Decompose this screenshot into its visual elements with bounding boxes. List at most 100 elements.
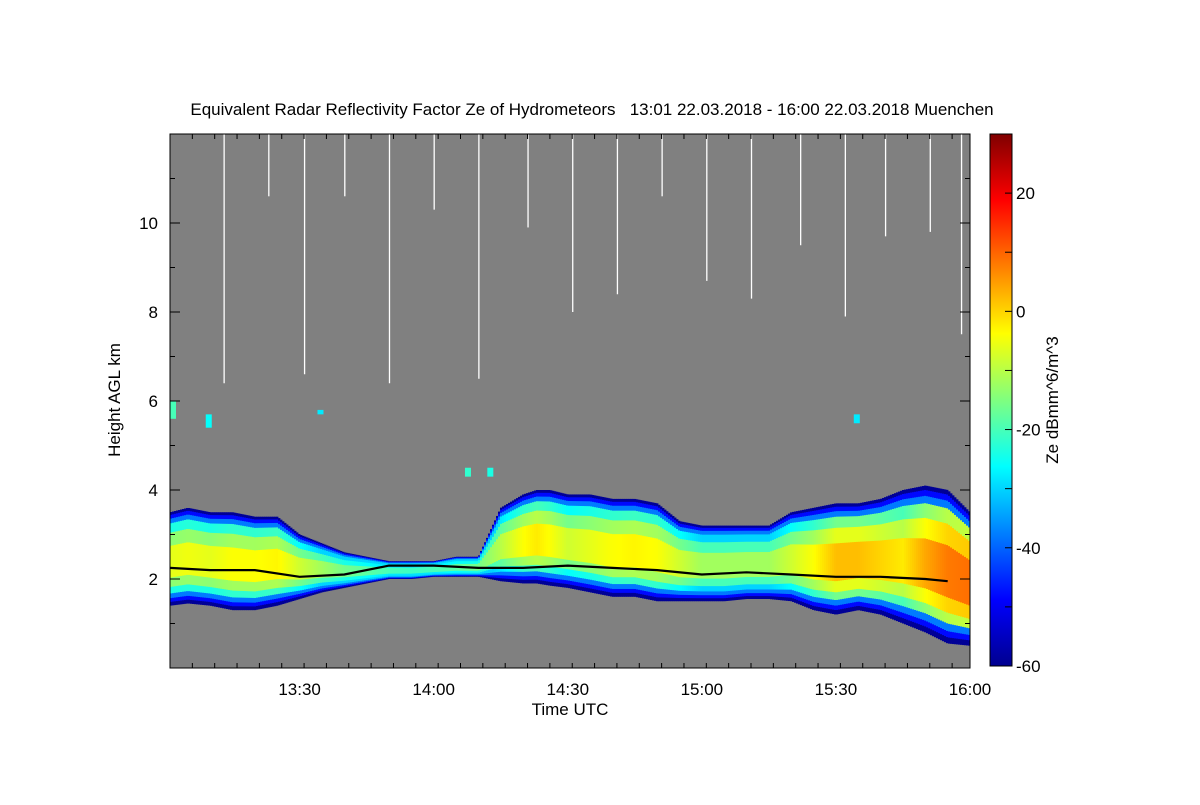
reflectivity-cell <box>406 567 409 574</box>
reflectivity-cell <box>748 552 751 577</box>
reflectivity-cell <box>706 552 709 579</box>
reflectivity-cell <box>964 556 967 604</box>
reflectivity-cell <box>290 554 293 580</box>
reflectivity-cell <box>966 558 969 605</box>
reflectivity-cell <box>428 566 431 573</box>
reflectivity-cell <box>580 529 583 562</box>
reflectivity-cell <box>202 544 205 577</box>
reflectivity-cell <box>392 567 395 574</box>
reflectivity-cell <box>402 567 405 574</box>
reflectivity-cell <box>196 543 199 576</box>
reflectivity-cell <box>308 559 311 579</box>
reflectivity-cell <box>592 530 595 564</box>
reflectivity-cell <box>618 534 621 568</box>
reflectivity-cell <box>858 541 861 579</box>
reflectivity-cell <box>506 532 509 559</box>
reflectivity-cell <box>296 556 299 580</box>
reflectivity-cell <box>480 560 483 570</box>
reflectivity-cell <box>810 544 813 579</box>
reflectivity-cell <box>234 547 237 581</box>
reflectivity-cell <box>400 567 403 574</box>
reflectivity-cell <box>496 539 499 562</box>
reflectivity-cell <box>938 542 941 594</box>
reflectivity-cell <box>944 544 947 597</box>
reflectivity-cell <box>746 552 749 577</box>
reflectivity-cell <box>502 533 505 559</box>
reflectivity-cell <box>824 544 827 581</box>
reflectivity-cell <box>372 566 375 575</box>
reflectivity-cell <box>624 534 627 568</box>
reflectivity-cell <box>226 547 229 581</box>
colorbar-tick-label: 20 <box>1016 184 1035 203</box>
reflectivity-cell <box>666 543 669 575</box>
reflectivity-cell <box>868 541 871 579</box>
reflectivity-cell <box>726 552 729 579</box>
reflectivity-cell <box>652 537 655 572</box>
reflectivity-cell <box>654 538 657 572</box>
reflectivity-cell <box>228 547 231 581</box>
reflectivity-cell <box>416 567 419 574</box>
x-tick-label: 14:00 <box>412 680 455 699</box>
reflectivity-cell <box>194 543 197 576</box>
reflectivity-cell <box>814 544 817 580</box>
reflectivity-cell <box>548 524 551 557</box>
reflectivity-cell <box>616 534 619 568</box>
reflectivity-cell <box>688 551 691 578</box>
reflectivity-cell <box>200 544 203 577</box>
reflectivity-cell <box>626 534 629 568</box>
reflectivity-cell <box>212 546 215 579</box>
reflectivity-cell <box>754 552 757 577</box>
reflectivity-cell <box>562 527 565 560</box>
reflectivity-cell <box>436 566 439 572</box>
reflectivity-cell <box>890 539 893 582</box>
reflectivity-cell <box>936 542 939 594</box>
reflectivity-cell <box>794 544 797 576</box>
reflectivity-cell <box>932 540 935 592</box>
reflectivity-cell <box>302 558 305 580</box>
reflectivity-cell <box>872 540 875 580</box>
reflectivity-cell <box>318 560 321 578</box>
reflectivity-cell <box>512 529 515 558</box>
reflectivity-cell <box>742 552 745 578</box>
reflectivity-cell <box>682 550 685 578</box>
reflectivity-cell <box>558 526 561 559</box>
reflectivity-cell <box>414 567 417 574</box>
reflectivity-cell <box>568 528 571 561</box>
reflectivity-cell <box>320 560 323 578</box>
reflectivity-cell <box>704 552 707 579</box>
reflectivity-cell <box>800 544 803 577</box>
reflectivity-cell <box>182 543 185 576</box>
reflectivity-cell <box>598 531 601 565</box>
reflectivity-cell <box>840 543 843 581</box>
reflectivity-cell <box>288 553 291 580</box>
reflectivity-cell <box>916 538 919 587</box>
reflectivity-cell <box>260 549 263 582</box>
reflectivity-cell <box>588 529 591 563</box>
reflectivity-cell <box>484 555 487 568</box>
reflectivity-cell <box>664 542 667 574</box>
reflectivity-cell <box>796 544 799 576</box>
reflectivity-cell <box>524 526 527 557</box>
reflectivity-cell <box>434 566 437 573</box>
reflectivity-cell <box>282 551 285 580</box>
reflectivity-cell <box>790 544 793 575</box>
reflectivity-cell <box>408 567 411 574</box>
reflectivity-cell <box>330 562 333 578</box>
reflectivity-cell <box>798 544 801 577</box>
reflectivity-cell <box>728 552 731 579</box>
reflectivity-cell <box>960 554 963 603</box>
reflectivity-cell <box>508 531 511 559</box>
x-tick-label: 14:30 <box>546 680 589 699</box>
reflectivity-cell <box>788 545 791 575</box>
reflectivity-cell <box>350 565 353 577</box>
reflectivity-cell <box>556 525 559 559</box>
reflectivity-cell <box>494 541 497 563</box>
colorbar-ticks: -60 -40 -20 0 20 <box>1005 184 1041 676</box>
reflectivity-cell <box>534 523 537 556</box>
reflectivity-cell <box>756 552 759 577</box>
reflectivity-cell <box>736 552 739 578</box>
reflectivity-cell <box>410 567 413 574</box>
reflectivity-cell <box>724 552 727 579</box>
reflectivity-cell <box>180 543 183 576</box>
